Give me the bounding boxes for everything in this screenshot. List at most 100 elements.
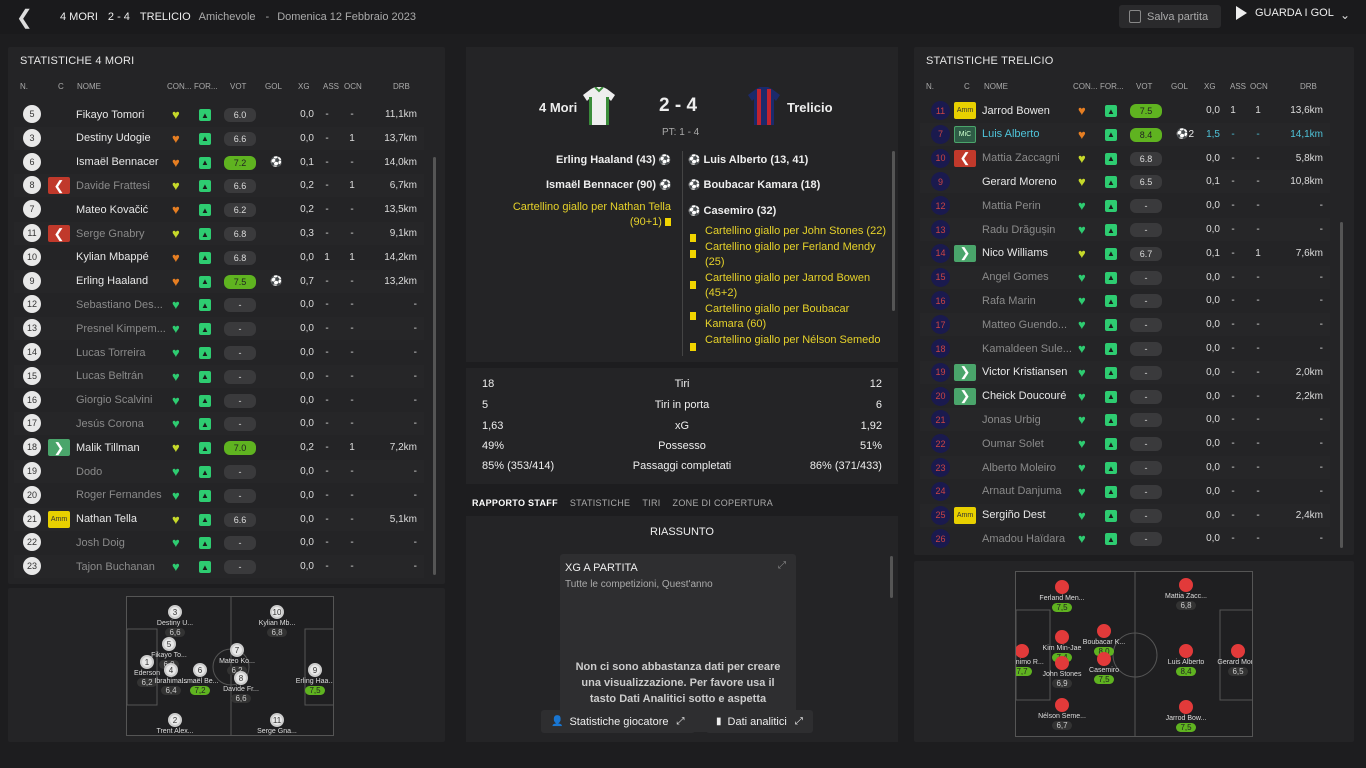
column-header-nome[interactable]: NOME: [984, 82, 1008, 91]
analytics-button[interactable]: ▮ Dati analitici ⤢: [706, 710, 813, 733]
player-name[interactable]: Giorgio Scalvini: [76, 394, 153, 407]
player-marker[interactable]: 3 Destiny U... 6,6: [145, 605, 205, 637]
player-name[interactable]: Mateo Kovačić: [76, 203, 149, 216]
player-marker[interactable]: 4 Ibrahima... 6,4: [141, 663, 201, 695]
column-header-xg[interactable]: XG: [1204, 82, 1216, 91]
player-marker[interactable]: Geronimo R...7,7: [1016, 644, 1052, 676]
back-arrow-icon[interactable]: ❮: [16, 6, 33, 29]
player-marker[interactable]: 9 Erling Haa... 7,5: [285, 663, 333, 695]
table-row[interactable]: 14 ❯ Nico Williams ♥ ▲ 6.7 0,1- 1 7,6km: [920, 242, 1330, 265]
column-header-for[interactable]: FOR...: [194, 82, 218, 91]
player-marker[interactable]: 8 Davide Fr... 6,6: [211, 671, 271, 703]
table-row[interactable]: 21 Amm Nathan Tella ♥ ▲ 6.6 0,0- -5,1km: [14, 507, 424, 531]
table-row[interactable]: 23 Tajon Buchanan ♥ ▲ -0,0- - -: [14, 555, 424, 579]
player-name[interactable]: Amadou Haïdara: [982, 532, 1066, 545]
tab-shots[interactable]: TIRI: [642, 498, 661, 508]
table-row[interactable]: 11 Amm Jarrod Bowen ♥ ▲ 7.5 0,0 1 1 13,6km: [920, 99, 1330, 122]
column-header-n[interactable]: N.: [926, 82, 934, 91]
column-header-vot[interactable]: VOT: [1136, 82, 1153, 91]
table-row[interactable]: 24 Arnaut Danjuma ♥ ▲ -0,0- - -: [920, 480, 1330, 503]
player-name[interactable]: Erling Haaland: [76, 275, 149, 288]
player-name[interactable]: Luis Alberto: [982, 128, 1040, 141]
player-name[interactable]: Ismaël Bennacer: [76, 156, 159, 169]
watch-goals-button[interactable]: GUARDA I GOL: [1236, 6, 1334, 20]
player-name[interactable]: Jonas Urbig: [982, 413, 1041, 426]
player-stats-button[interactable]: 👤 Statistiche giocatore ⤢: [541, 710, 695, 733]
player-name[interactable]: Davide Frattesi: [76, 179, 150, 192]
player-name[interactable]: Victor Kristiansen: [982, 366, 1068, 379]
table-row[interactable]: 12 Mattia Perin ♥ ▲ -0,0- - -: [920, 194, 1330, 217]
player-name[interactable]: Malik Tillman: [76, 441, 140, 454]
player-name[interactable]: Mattia Zaccagni: [982, 152, 1060, 165]
player-name[interactable]: Presnel Kimpem...: [76, 322, 166, 335]
player-marker[interactable]: 1 Ederson 6,2: [127, 655, 177, 687]
column-header-xg[interactable]: XG: [298, 82, 310, 91]
table-row[interactable]: 9 Erling Haaland ♥ ▲ 7.5 ⚽ 0,7- -13,2km: [14, 269, 424, 293]
player-name[interactable]: Oumar Solet: [982, 437, 1044, 450]
column-header-drb[interactable]: DRB: [1300, 82, 1317, 91]
player-marker[interactable]: Casemiro 7,5: [1074, 652, 1134, 684]
player-name[interactable]: Nico Williams: [982, 247, 1048, 260]
column-header-ass[interactable]: ASS: [323, 82, 340, 91]
column-header-con[interactable]: CON...: [1073, 82, 1098, 91]
player-marker[interactable]: Gerard Mor...6,5: [1208, 644, 1252, 676]
player-name[interactable]: Tajon Buchanan: [76, 560, 155, 573]
table-row[interactable]: 7 Mateo Kovačić ♥ ▲ 6.2 0,2- -13,5km: [14, 198, 424, 221]
table-row[interactable]: 19 Dodo ♥ ▲ -0,0- - -: [14, 460, 424, 483]
table-row[interactable]: 18 ❯ Malik Tillman ♥ ▲ 7.0 0,2- 1 7,2km: [14, 436, 424, 459]
table-row[interactable]: 13 Presnel Kimpem... ♥ ▲ -0,0- - -: [14, 317, 424, 341]
table-row[interactable]: 3 Destiny Udogie ♥ ▲ 6.6 0,0- 1 13,7km: [14, 126, 424, 150]
player-marker[interactable]: 7 Mateo Ko... 6,2: [207, 643, 267, 675]
player-name[interactable]: Matteo Guendo...: [982, 318, 1067, 331]
table-row[interactable]: 12 Sebastiano Des... ♥ ▲ -0,0- - -: [14, 293, 424, 316]
table-row[interactable]: 22 Oumar Solet ♥ ▲ -0,0- - -: [920, 432, 1330, 455]
tab-staff-report[interactable]: RAPPORTO STAFF: [472, 498, 558, 508]
table-row[interactable]: 21 Jonas Urbig ♥ ▲ -0,0- - -: [920, 408, 1330, 432]
player-marker[interactable]: Ferland Men... 7,5: [1032, 580, 1092, 612]
table-row[interactable]: 7 MiC Luis Alberto ♥ ▲ 8.4 ⚽2 1,5- -14,1km: [920, 122, 1330, 146]
player-name[interactable]: Dodo: [76, 465, 103, 478]
scrollbar[interactable]: [892, 151, 895, 311]
column-header-ocn[interactable]: OCN: [1250, 82, 1268, 91]
player-name[interactable]: Angel Gomes: [982, 271, 1049, 284]
table-row[interactable]: 25 Amm Sergiño Dest ♥ ▲ -0,0- -2,4km: [920, 503, 1330, 527]
table-row[interactable]: 5 Fikayo Tomori ♥ ▲ 6.0 0,0- -11,1km: [14, 103, 424, 126]
player-marker[interactable]: Mattia Zacc... 6,8: [1156, 578, 1216, 610]
player-name[interactable]: Lucas Torreira: [76, 346, 146, 359]
column-header-nome[interactable]: NOME: [77, 82, 101, 91]
player-name[interactable]: Josh Doig: [76, 536, 125, 549]
player-name[interactable]: Sergiño Dest: [982, 509, 1046, 522]
table-row[interactable]: 13 Radu Drăgușin ♥ ▲ -0,0- - -: [920, 218, 1330, 241]
player-name[interactable]: Destiny Udogie: [76, 132, 151, 145]
player-name[interactable]: Radu Drăgușin: [982, 223, 1056, 236]
table-row[interactable]: 6 Ismaël Bennacer ♥ ▲ 7.2 ⚽ 0,1- -14,0km: [14, 151, 424, 174]
table-row[interactable]: 18 Kamaldeen Sule... ♥ ▲ -0,0- - -: [920, 337, 1330, 360]
player-name[interactable]: Mattia Perin: [982, 199, 1041, 212]
table-row[interactable]: 20 ❯ Cheick Doucouré ♥ ▲ -0,0- -2,2km: [920, 385, 1330, 408]
table-row[interactable]: 15 Lucas Beltrán ♥ ▲ -0,0- - -: [14, 364, 424, 388]
column-header-c[interactable]: C: [964, 82, 970, 91]
player-name[interactable]: Sebastiano Des...: [76, 298, 163, 311]
scrollbar[interactable]: [1340, 222, 1343, 548]
table-row[interactable]: 20 Roger Fernandes ♥ ▲ -0,0- - -: [14, 484, 424, 507]
player-name[interactable]: Cheick Doucouré: [982, 390, 1067, 403]
table-row[interactable]: 17 Jesús Corona ♥ ▲ -0,0- - -: [14, 412, 424, 436]
player-marker[interactable]: 10 Kylian Mb... 6,8: [247, 605, 307, 637]
table-row[interactable]: 11 ❮ Serge Gnabry ♥ ▲ 6.8 0,3- -9,1km: [14, 222, 424, 245]
player-name[interactable]: Roger Fernandes: [76, 489, 162, 502]
column-header-c[interactable]: C: [58, 82, 64, 91]
player-name[interactable]: Nathan Tella: [76, 513, 137, 526]
player-name[interactable]: Serge Gnabry: [76, 227, 145, 240]
player-name[interactable]: Gerard Moreno: [982, 175, 1057, 188]
expand-icon[interactable]: ⤢: [778, 560, 786, 571]
player-name[interactable]: Alberto Moleiro: [982, 461, 1056, 474]
column-header-drb[interactable]: DRB: [393, 82, 410, 91]
table-row[interactable]: 26 Amadou Haïdara ♥ ▲ -0,0- - -: [920, 527, 1330, 550]
column-header-gol[interactable]: GOL: [1171, 82, 1188, 91]
table-row[interactable]: 9 Gerard Moreno ♥ ▲ 6.5 0,1- -10,8km: [920, 170, 1330, 194]
player-name[interactable]: Rafa Marin: [982, 294, 1036, 307]
table-row[interactable]: 23 Alberto Moleiro ♥ ▲ -0,0- - -: [920, 456, 1330, 479]
tab-coverage-zones[interactable]: ZONE DI COPERTURA: [672, 498, 773, 508]
player-name[interactable]: Arnaut Danjuma: [982, 485, 1062, 498]
